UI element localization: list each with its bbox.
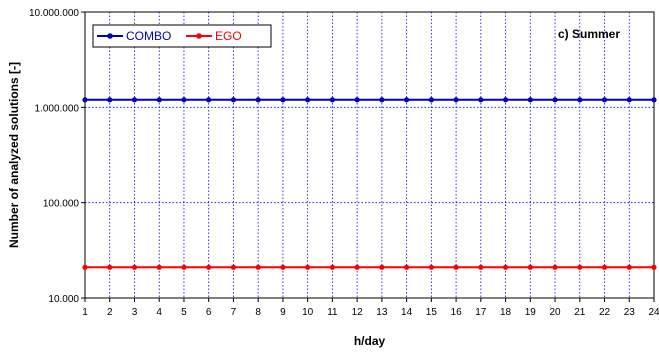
series-layer — [82, 97, 657, 270]
data-point-combo — [527, 97, 533, 103]
x-tick-label: 16 — [451, 307, 463, 318]
data-point-ego — [329, 264, 335, 270]
data-point-ego — [453, 264, 459, 270]
data-point-ego — [577, 264, 583, 270]
x-tick-label: 12 — [352, 307, 364, 318]
x-tick-label: 6 — [206, 307, 212, 318]
data-point-combo — [502, 97, 509, 103]
tick-labels: 1 2 3 4 5 6 7 8 9 10 11 12 13 14 15 16 17 18 19 20 21 22 23 241… — [29, 8, 659, 318]
grid-lines — [84, 11, 655, 299]
data-point-ego — [107, 264, 113, 270]
x-tick-label: 19 — [525, 307, 537, 318]
data-point-combo — [626, 97, 632, 103]
x-tick-label: 2 — [107, 307, 113, 318]
y-tick-label: 10.000 — [48, 294, 79, 305]
data-point-ego — [305, 264, 311, 270]
data-point-combo — [280, 97, 286, 103]
x-tick-label: 20 — [549, 307, 561, 318]
x-tick-label: 14 — [401, 307, 413, 318]
y-tick-label: 100.000 — [43, 199, 80, 210]
x-tick-label: 8 — [255, 307, 261, 318]
x-tick-label: 13 — [376, 307, 388, 318]
x-tick-label: 1 — [82, 307, 88, 318]
plot-frame — [84, 11, 655, 299]
data-point-ego — [82, 264, 88, 270]
data-point-ego — [428, 264, 434, 270]
x-tick-label: 7 — [231, 307, 237, 318]
data-point-combo — [577, 97, 583, 103]
legend-marker-combo — [107, 33, 113, 39]
x-tick-label: 17 — [475, 307, 487, 318]
x-tick-label: 18 — [500, 307, 512, 318]
data-point-ego — [379, 264, 385, 270]
data-point-ego — [478, 264, 484, 270]
x-tick-label: 15 — [426, 307, 438, 318]
data-point-combo — [379, 97, 385, 103]
data-point-ego — [651, 264, 657, 270]
x-tick-label: 4 — [156, 307, 162, 318]
data-point-ego — [131, 264, 138, 270]
data-point-combo — [230, 97, 237, 103]
data-point-ego — [552, 264, 558, 270]
data-point-combo — [601, 97, 608, 103]
data-point-ego — [280, 264, 286, 270]
x-tick-label: 5 — [181, 307, 187, 318]
data-point-ego — [404, 264, 410, 270]
legend-label-ego: EGO — [215, 29, 242, 43]
data-point-combo — [478, 97, 484, 103]
y-axis-title: Number of analyzed solutions [-] — [7, 62, 21, 248]
legend-label-combo: COMBO — [126, 29, 171, 43]
data-point-combo — [255, 97, 261, 103]
data-point-combo — [181, 97, 187, 103]
data-point-combo — [552, 97, 558, 103]
data-point-ego — [502, 264, 509, 270]
data-point-combo — [651, 97, 657, 103]
x-tick-label: 10 — [302, 307, 314, 318]
x-tick-label: 22 — [599, 307, 611, 318]
chart-annotation: c) Summer — [558, 27, 620, 41]
data-point-combo — [404, 97, 410, 103]
legend-marker-ego — [196, 33, 202, 39]
data-point-combo — [156, 97, 162, 103]
data-point-combo — [453, 97, 459, 103]
data-point-ego — [230, 264, 237, 270]
legend-box — [92, 24, 272, 48]
x-tick-label: 9 — [280, 307, 286, 318]
data-point-ego — [181, 264, 187, 270]
data-point-combo — [305, 97, 311, 103]
data-point-combo — [428, 97, 434, 103]
y-tick-label: 10.000.000 — [29, 8, 79, 19]
data-point-ego — [527, 264, 533, 270]
data-point-ego — [601, 264, 608, 270]
x-tick-label: 11 — [327, 307, 338, 318]
data-point-ego — [354, 264, 360, 270]
data-point-combo — [131, 97, 138, 103]
data-point-combo — [107, 97, 113, 103]
y-tick-label: 1.000.000 — [35, 103, 80, 114]
data-point-combo — [206, 97, 212, 103]
data-point-ego — [206, 264, 212, 270]
data-point-combo — [329, 97, 335, 103]
x-axis-title: h/day — [354, 334, 386, 348]
x-tick-label: 24 — [648, 307, 659, 318]
data-point-ego — [156, 264, 162, 270]
data-point-combo — [354, 97, 360, 103]
data-point-ego — [626, 264, 632, 270]
x-tick-label: 23 — [624, 307, 636, 318]
data-point-combo — [82, 97, 88, 103]
legend: COMBO EGO — [92, 24, 272, 48]
x-tick-label: 21 — [574, 307, 586, 318]
x-tick-label: 3 — [132, 307, 138, 318]
data-point-ego — [255, 264, 261, 270]
